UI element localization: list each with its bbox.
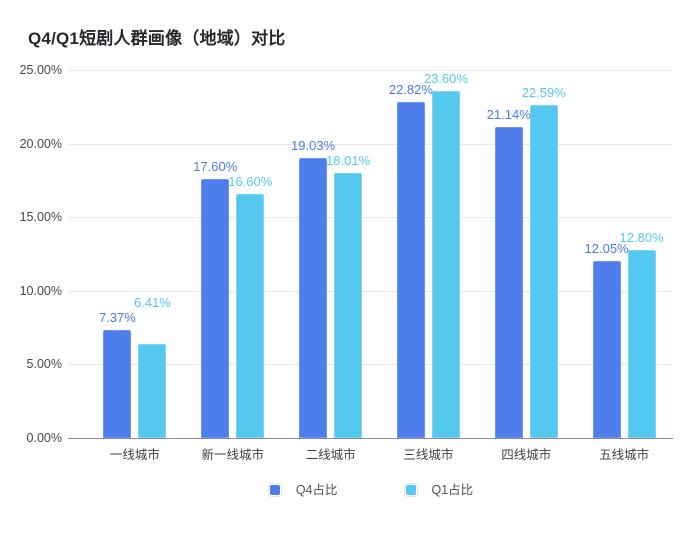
y-axis-tick-label: 15.00%	[19, 210, 62, 225]
y-axis-tick-label: 0.00%	[26, 431, 62, 445]
bar-value-label-q1: 22.59%	[521, 85, 566, 101]
y-axis-tick-label: 20.00%	[19, 136, 62, 151]
bar-q4-一线城市[interactable]	[103, 329, 132, 438]
x-axis-label-五线城市: 五线城市	[599, 448, 650, 462]
y-axis-tick-label: 5.00%	[26, 357, 62, 372]
x-axis-label-二线城市: 二线城市	[305, 448, 356, 462]
legend-item-q4[interactable]: Q4占比	[267, 482, 338, 498]
bar-value-label-q1: 12.80%	[619, 229, 664, 245]
bar-value-label-q4: 21.14%	[486, 106, 531, 122]
legend-marker-q1-icon	[403, 483, 418, 497]
bar-q1-三线城市[interactable]	[431, 90, 460, 438]
legend-label-q4: Q4占比	[295, 483, 338, 497]
bar-value-label-q4: 17.60%	[193, 158, 238, 174]
gridline	[68, 364, 673, 366]
legend-swatch-q4	[269, 485, 280, 495]
bar-q1-新一线城市[interactable]	[236, 193, 265, 438]
bar-q1-二线城市[interactable]	[334, 172, 363, 438]
x-axis-label-四线城市: 四线城市	[501, 448, 552, 462]
bar-q1-四线城市[interactable]	[529, 105, 558, 438]
bar-q1-一线城市[interactable]	[138, 343, 167, 438]
legend-item-q1[interactable]: Q1占比	[403, 482, 474, 498]
legend: Q4占比 Q1占比	[68, 482, 673, 498]
bar-value-label-q4: 7.37%	[98, 309, 136, 325]
gridline	[68, 290, 673, 292]
gridline	[68, 143, 673, 145]
bar-value-label-q4: 19.03%	[291, 137, 336, 153]
x-axis-label-一线城市: 一线城市	[109, 448, 160, 462]
x-axis-line	[68, 438, 673, 439]
bar-q4-新一线城市[interactable]	[201, 178, 230, 438]
bar-value-label-q1: 6.41%	[133, 294, 171, 310]
x-axis-label-新一线城市: 新一线城市	[201, 448, 264, 462]
bar-q4-五线城市[interactable]	[592, 260, 621, 438]
y-axis-tick-label: 10.00%	[19, 283, 62, 298]
bar-value-label-q1: 23.60%	[423, 70, 468, 86]
gridline	[68, 70, 673, 71]
legend-marker-q4-icon	[267, 483, 282, 497]
legend-label-q1: Q1占比	[431, 483, 474, 497]
bar-value-label-q1: 16.60%	[228, 173, 273, 189]
y-axis-tick-label: 25.00%	[19, 63, 62, 77]
bar-value-label-q4: 12.05%	[584, 240, 629, 256]
bar-q4-四线城市[interactable]	[494, 126, 523, 438]
bar-q4-二线城市[interactable]	[299, 157, 328, 438]
bar-value-label-q1: 18.01%	[326, 152, 371, 168]
bar-q1-五线城市[interactable]	[627, 249, 656, 438]
bar-q4-三线城市[interactable]	[396, 102, 425, 438]
chart-title: Q4/Q1短剧人群画像（地域）对比	[28, 29, 286, 48]
bar-value-label-q4: 22.82%	[388, 82, 433, 98]
x-axis-label-三线城市: 三线城市	[403, 448, 454, 462]
gridline	[68, 217, 673, 219]
legend-swatch-q1	[405, 485, 416, 495]
